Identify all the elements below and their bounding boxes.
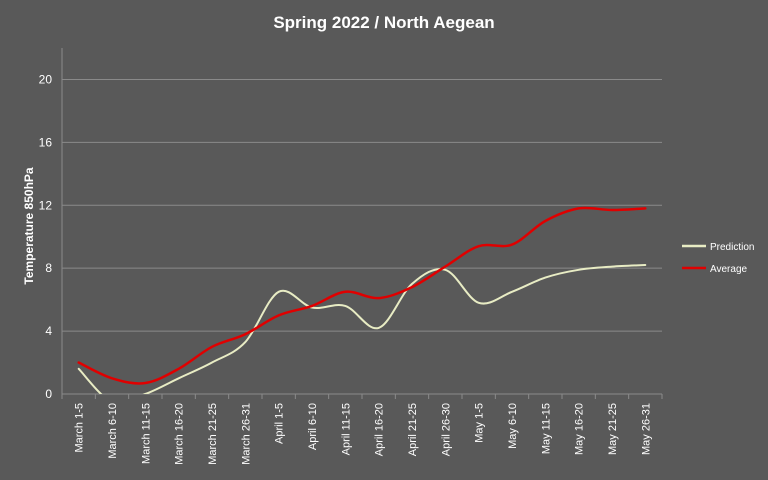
grid-lines xyxy=(61,48,662,395)
x-tick-labels: March 1-5 March 6-10 March 11-15 March 16-2… xyxy=(61,394,663,465)
x-tick-label: March 21-25 xyxy=(207,403,219,465)
x-tick-label: March 11-15 xyxy=(140,403,152,464)
x-tick-label: May 11-15 xyxy=(540,403,552,454)
y-tick-label: 8 xyxy=(45,261,52,275)
y-tick-label: 20 xyxy=(39,72,53,86)
x-tick-label: April 11-15 xyxy=(340,403,352,455)
x-tick-label: April 26-30 xyxy=(440,403,452,456)
x-tick-label: May 26-31 xyxy=(640,403,652,455)
chart-title: Spring 2022 / North Aegean xyxy=(273,13,494,32)
x-tick-label: April 6-10 xyxy=(307,403,319,450)
series-line-prediction xyxy=(77,264,647,394)
x-tick-label: May 21-25 xyxy=(607,403,619,455)
y-tick-label: 4 xyxy=(45,324,52,338)
legend-label-average: Average xyxy=(710,264,748,275)
y-tick-label: 16 xyxy=(39,135,53,149)
y-axis-label: Temperature 850hPa xyxy=(22,167,36,284)
legend-label-prediction: Prediction xyxy=(710,242,754,253)
x-tick-label: March 16-20 xyxy=(174,403,186,465)
legend: Prediction Average xyxy=(682,242,754,275)
y-tick-label: 0 xyxy=(45,387,52,401)
x-tick-label: April 1-5 xyxy=(274,403,286,444)
x-tick-label: March 26-31 xyxy=(240,403,252,465)
series-lines xyxy=(77,206,647,394)
x-tick-label: May 16-20 xyxy=(574,403,586,455)
y-tick-label: 12 xyxy=(39,198,53,212)
x-tick-label: April 21-25 xyxy=(407,403,419,456)
y-tick-labels: 0 4 8 12 16 20 xyxy=(39,72,53,401)
x-tick-label: March 1-5 xyxy=(74,403,86,453)
series-line-average xyxy=(77,206,647,385)
x-tick-label: May 1-5 xyxy=(474,403,486,443)
x-tick-label: April 16-20 xyxy=(374,403,386,456)
x-tick-label: March 6-10 xyxy=(107,403,119,459)
x-tick-label: May 6-10 xyxy=(507,403,519,449)
